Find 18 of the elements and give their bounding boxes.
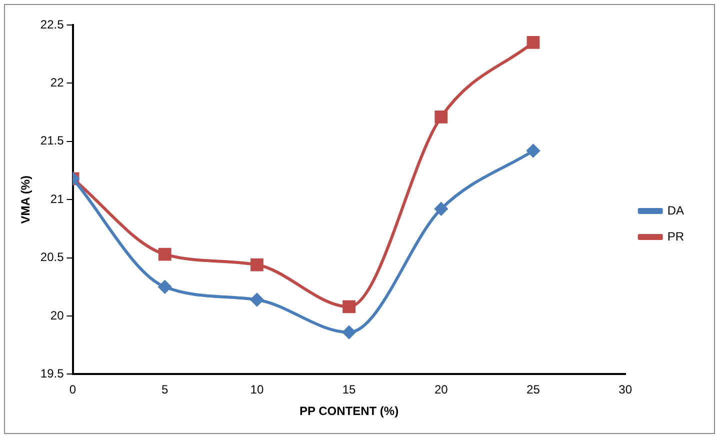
y-tick-label: 22 xyxy=(50,76,64,90)
y-axis-title: VMA (%) xyxy=(18,175,33,224)
x-axis-title: PP CONTENT (%) xyxy=(299,404,399,418)
x-tick-label: 30 xyxy=(618,382,632,397)
x-tick-label: 5 xyxy=(162,382,169,397)
legend-label: DA xyxy=(667,203,684,218)
y-tick-label: 22.5 xyxy=(40,17,64,32)
legend-label: PR xyxy=(667,229,684,244)
y-tick-label: 19.5 xyxy=(40,366,64,381)
x-tick-label: 25 xyxy=(526,382,540,397)
y-tick-label: 21 xyxy=(50,192,64,206)
y-tick-label: 21.5 xyxy=(40,134,64,148)
x-tick-label: 20 xyxy=(434,382,448,397)
x-tick-label: 10 xyxy=(250,382,264,397)
y-tick-label: 20.5 xyxy=(40,250,64,264)
y-tick-label: 20 xyxy=(50,308,64,322)
x-tick-label: 0 xyxy=(69,382,76,397)
x-tick-label: 15 xyxy=(342,382,356,397)
